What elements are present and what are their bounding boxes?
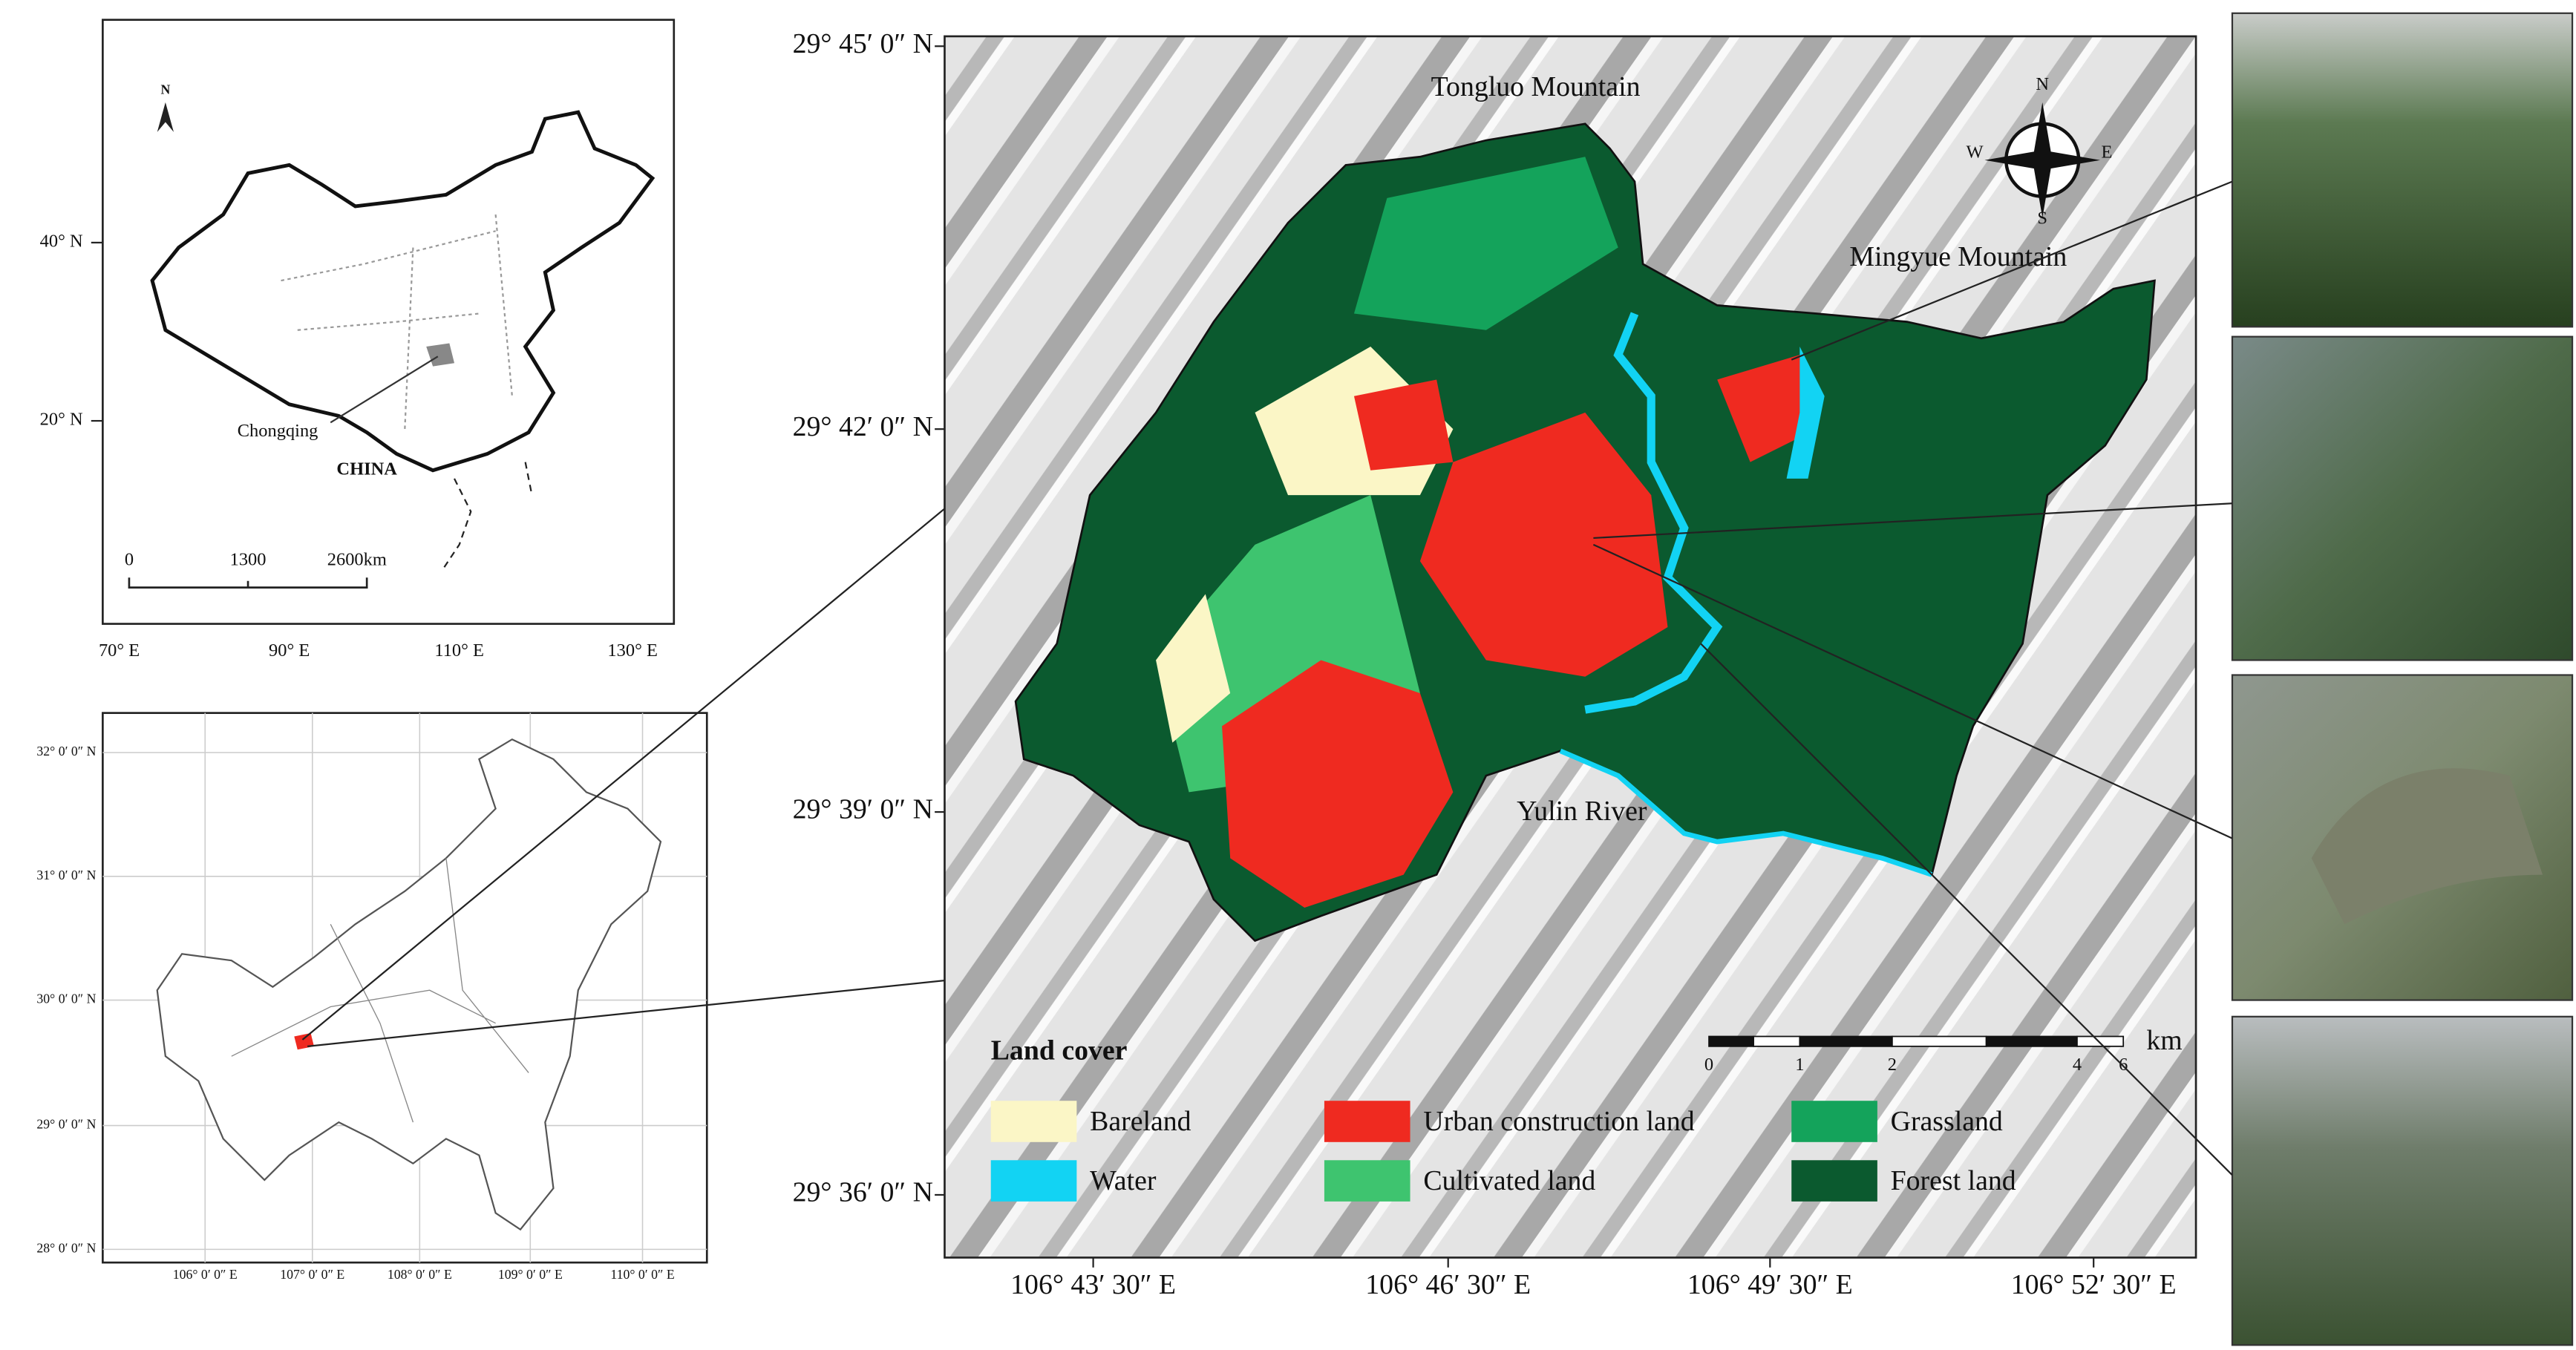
photos — [1592, 12, 2574, 1346]
compass-label: S — [2037, 208, 2047, 228]
lat-label: 29° 45′ 0″ N — [793, 28, 933, 59]
china-outline — [150, 110, 656, 473]
leader-line — [1593, 502, 2233, 540]
bareland-patch — [1156, 594, 1231, 743]
legend-label: Water — [1090, 1165, 1157, 1196]
sea-boundary — [442, 462, 533, 570]
urban-patch — [1717, 355, 1817, 462]
north-label: N — [160, 82, 170, 96]
photo — [2231, 335, 2574, 661]
lon-label: 107° 0′ 0″ E — [280, 1267, 344, 1282]
lat-label: 30° 0′ 0″ N — [36, 992, 96, 1006]
urban-patch — [1222, 660, 1454, 908]
legend-label: Cultivated land — [1423, 1165, 1595, 1196]
lon-label: 106° 43′ 30″ E — [1010, 1269, 1176, 1300]
place-label: Tongluo Mountain — [1431, 71, 1641, 102]
lon-label: 130° E — [607, 640, 658, 661]
county-lines — [231, 858, 529, 1123]
photo-river — [2311, 768, 2543, 925]
scale-label: 1 — [1795, 1055, 1804, 1075]
legend-swatch — [1791, 1160, 1877, 1202]
lon-label: 110° E — [434, 640, 484, 661]
scale-bar — [128, 577, 368, 589]
reservoir — [1786, 346, 1825, 479]
scale-segment — [1891, 1035, 1987, 1047]
lon-label: 106° 46′ 30″ E — [1365, 1269, 1531, 1300]
lat-label: 32° 0′ 0″ N — [36, 744, 96, 758]
lon-label: 70° E — [99, 640, 140, 661]
grassland-patch — [1353, 157, 1618, 330]
urban-patch — [1419, 412, 1668, 677]
scale-bar: 0 1 2 4 6 — [1704, 1035, 2128, 1075]
scale-label: 2 — [1888, 1055, 1897, 1075]
place-label: CHINA — [336, 459, 397, 479]
north-arrow — [157, 102, 174, 132]
lat-label: 29° 42′ 0″ N — [793, 411, 933, 442]
scale-label: 0 — [1704, 1055, 1713, 1075]
lat-label: 20° N — [40, 410, 83, 430]
legend-title: Land cover — [991, 1035, 1128, 1066]
scale-label: 1300 — [230, 550, 267, 570]
legend-swatch — [990, 1101, 1077, 1142]
lat-label: 31° 0′ 0″ N — [36, 868, 96, 882]
lat-label: 40° N — [40, 231, 83, 251]
lon-label: 90° E — [269, 640, 310, 661]
lon-label: 109° 0′ 0″ E — [498, 1267, 563, 1282]
compass — [1984, 102, 2101, 218]
legend-label: Forest land — [1891, 1165, 2016, 1196]
china-map: N Chongqing CHINA 0 1300 2600km 40° N 20°… — [40, 19, 676, 661]
scale-segment — [2076, 1035, 2125, 1047]
place-label: Mingyue Mountain — [1849, 241, 2067, 272]
scale-segment — [1799, 1035, 1893, 1047]
legend-swatch — [990, 1160, 1077, 1202]
scale-label: 6 — [2119, 1055, 2128, 1075]
leader-line — [1592, 543, 2233, 839]
lon-label: 108° 0′ 0″ E — [388, 1267, 452, 1282]
legend-label: Grassland — [1891, 1106, 2003, 1137]
place-label: Yulin River — [1517, 796, 1647, 827]
river-edge — [1559, 748, 1933, 877]
river — [1584, 312, 1723, 714]
place-label: Chongqing — [238, 421, 318, 441]
legend-swatch — [1324, 1101, 1410, 1142]
leader-line — [1791, 180, 2233, 361]
photo — [2231, 12, 2574, 328]
scale-label: 4 — [2073, 1055, 2082, 1075]
lat-label: 29° 0′ 0″ N — [36, 1117, 96, 1132]
chongqing-mark — [426, 343, 455, 367]
lat-label: 29° 36′ 0″ N — [793, 1177, 933, 1208]
main-map: N E S W Tongluo Mountain Mingyue Mountai… — [793, 28, 2197, 1300]
leader-line — [1700, 643, 2233, 1176]
compass-label: E — [2101, 142, 2112, 162]
compass-label: W — [1967, 142, 1984, 162]
chongqing-map: 32° 0′ 0″ N 31° 0′ 0″ N 30° 0′ 0″ N 29° 0′ … — [36, 712, 708, 1282]
chongqing-outline — [156, 738, 662, 1231]
compass-label: N — [2036, 74, 2049, 94]
urban-patch — [1353, 379, 1454, 471]
scale-segment — [1708, 1035, 1754, 1047]
scale-label: 2600km — [327, 550, 387, 570]
legend-label: Urban construction land — [1423, 1106, 1694, 1137]
legend-swatch — [1791, 1101, 1877, 1142]
lon-label: 106° 49′ 30″ E — [1687, 1269, 1853, 1300]
province-lines — [281, 214, 513, 430]
legend-label: Bareland — [1090, 1106, 1191, 1137]
scale-label: 0 — [125, 550, 134, 570]
scale-unit: km — [2146, 1025, 2182, 1056]
lon-label: 110° 0′ 0″ E — [610, 1267, 674, 1282]
lat-label: 28° 0′ 0″ N — [36, 1240, 96, 1255]
scale-segment — [1753, 1035, 1801, 1047]
lon-label: 106° 0′ 0″ E — [173, 1267, 238, 1282]
leader-line — [330, 355, 439, 424]
scale-segment — [1985, 1035, 2078, 1047]
legend-swatch — [1324, 1160, 1410, 1202]
photo — [2231, 1015, 2574, 1346]
lon-label: 106° 52′ 30″ E — [2011, 1269, 2177, 1300]
lat-label: 29° 39′ 0″ N — [793, 794, 933, 825]
